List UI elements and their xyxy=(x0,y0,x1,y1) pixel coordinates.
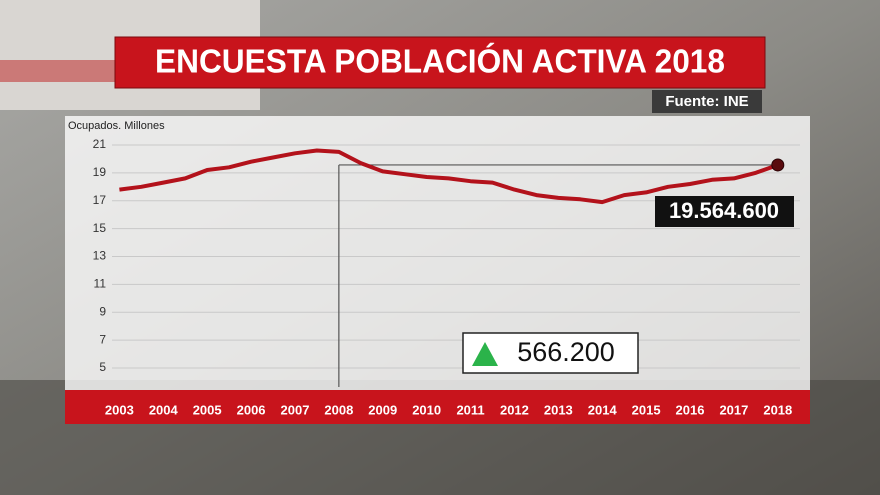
x-tick-label: 2014 xyxy=(588,402,618,417)
x-tick-label: 2015 xyxy=(632,402,661,417)
x-tick-label: 2006 xyxy=(237,402,266,417)
x-tick-label: 2012 xyxy=(500,402,529,417)
x-tick-label: 2003 xyxy=(105,402,134,417)
y-tick-label: 17 xyxy=(93,193,107,207)
x-tick-label: 2010 xyxy=(412,402,441,417)
x-tick-label: 2017 xyxy=(719,402,748,417)
chart-title: ENCUESTA POBLACIÓN ACTIVA 2018 xyxy=(155,43,725,80)
plot-panel xyxy=(65,116,810,390)
end-point xyxy=(771,158,785,172)
x-tick-label: 2007 xyxy=(281,402,310,417)
y-axis-label: Ocupados. Millones xyxy=(68,120,165,132)
y-tick-label: 15 xyxy=(93,221,107,235)
change-box xyxy=(462,332,639,374)
x-tick-label: 2013 xyxy=(544,402,573,417)
y-tick-label: 5 xyxy=(99,360,106,374)
x-tick-label: 2004 xyxy=(149,402,179,417)
y-tick-label: 7 xyxy=(99,332,106,346)
last-value-box xyxy=(655,196,794,227)
x-tick-label: 2018 xyxy=(763,402,792,417)
last-value-label: 19.564.600 xyxy=(669,198,779,223)
x-tick-label: 2016 xyxy=(676,402,705,417)
up-arrow xyxy=(472,342,498,366)
y-tick-label: 21 xyxy=(93,137,107,151)
y-tick-label: 9 xyxy=(99,304,106,318)
x-tick-label: 2011 xyxy=(456,402,484,417)
x-axis-band xyxy=(65,390,810,424)
title-banner xyxy=(114,36,766,89)
y-tick-label: 19 xyxy=(93,165,107,179)
y-tick-label: 13 xyxy=(93,249,107,263)
x-tick-label: 2005 xyxy=(193,402,222,417)
change-label: 566.200 xyxy=(517,337,615,367)
x-tick-label: 2008 xyxy=(324,402,353,417)
y-tick-label: 11 xyxy=(94,277,107,291)
source: Fuente: INE xyxy=(665,93,748,110)
plot-layer: 5 7 9 11 13 15 17 19 21 2003 2004 2005 2006 2007 2008 2… xyxy=(93,137,800,417)
series-line xyxy=(119,148,779,205)
source-box xyxy=(652,90,762,113)
x-tick-label: 2009 xyxy=(368,402,397,417)
